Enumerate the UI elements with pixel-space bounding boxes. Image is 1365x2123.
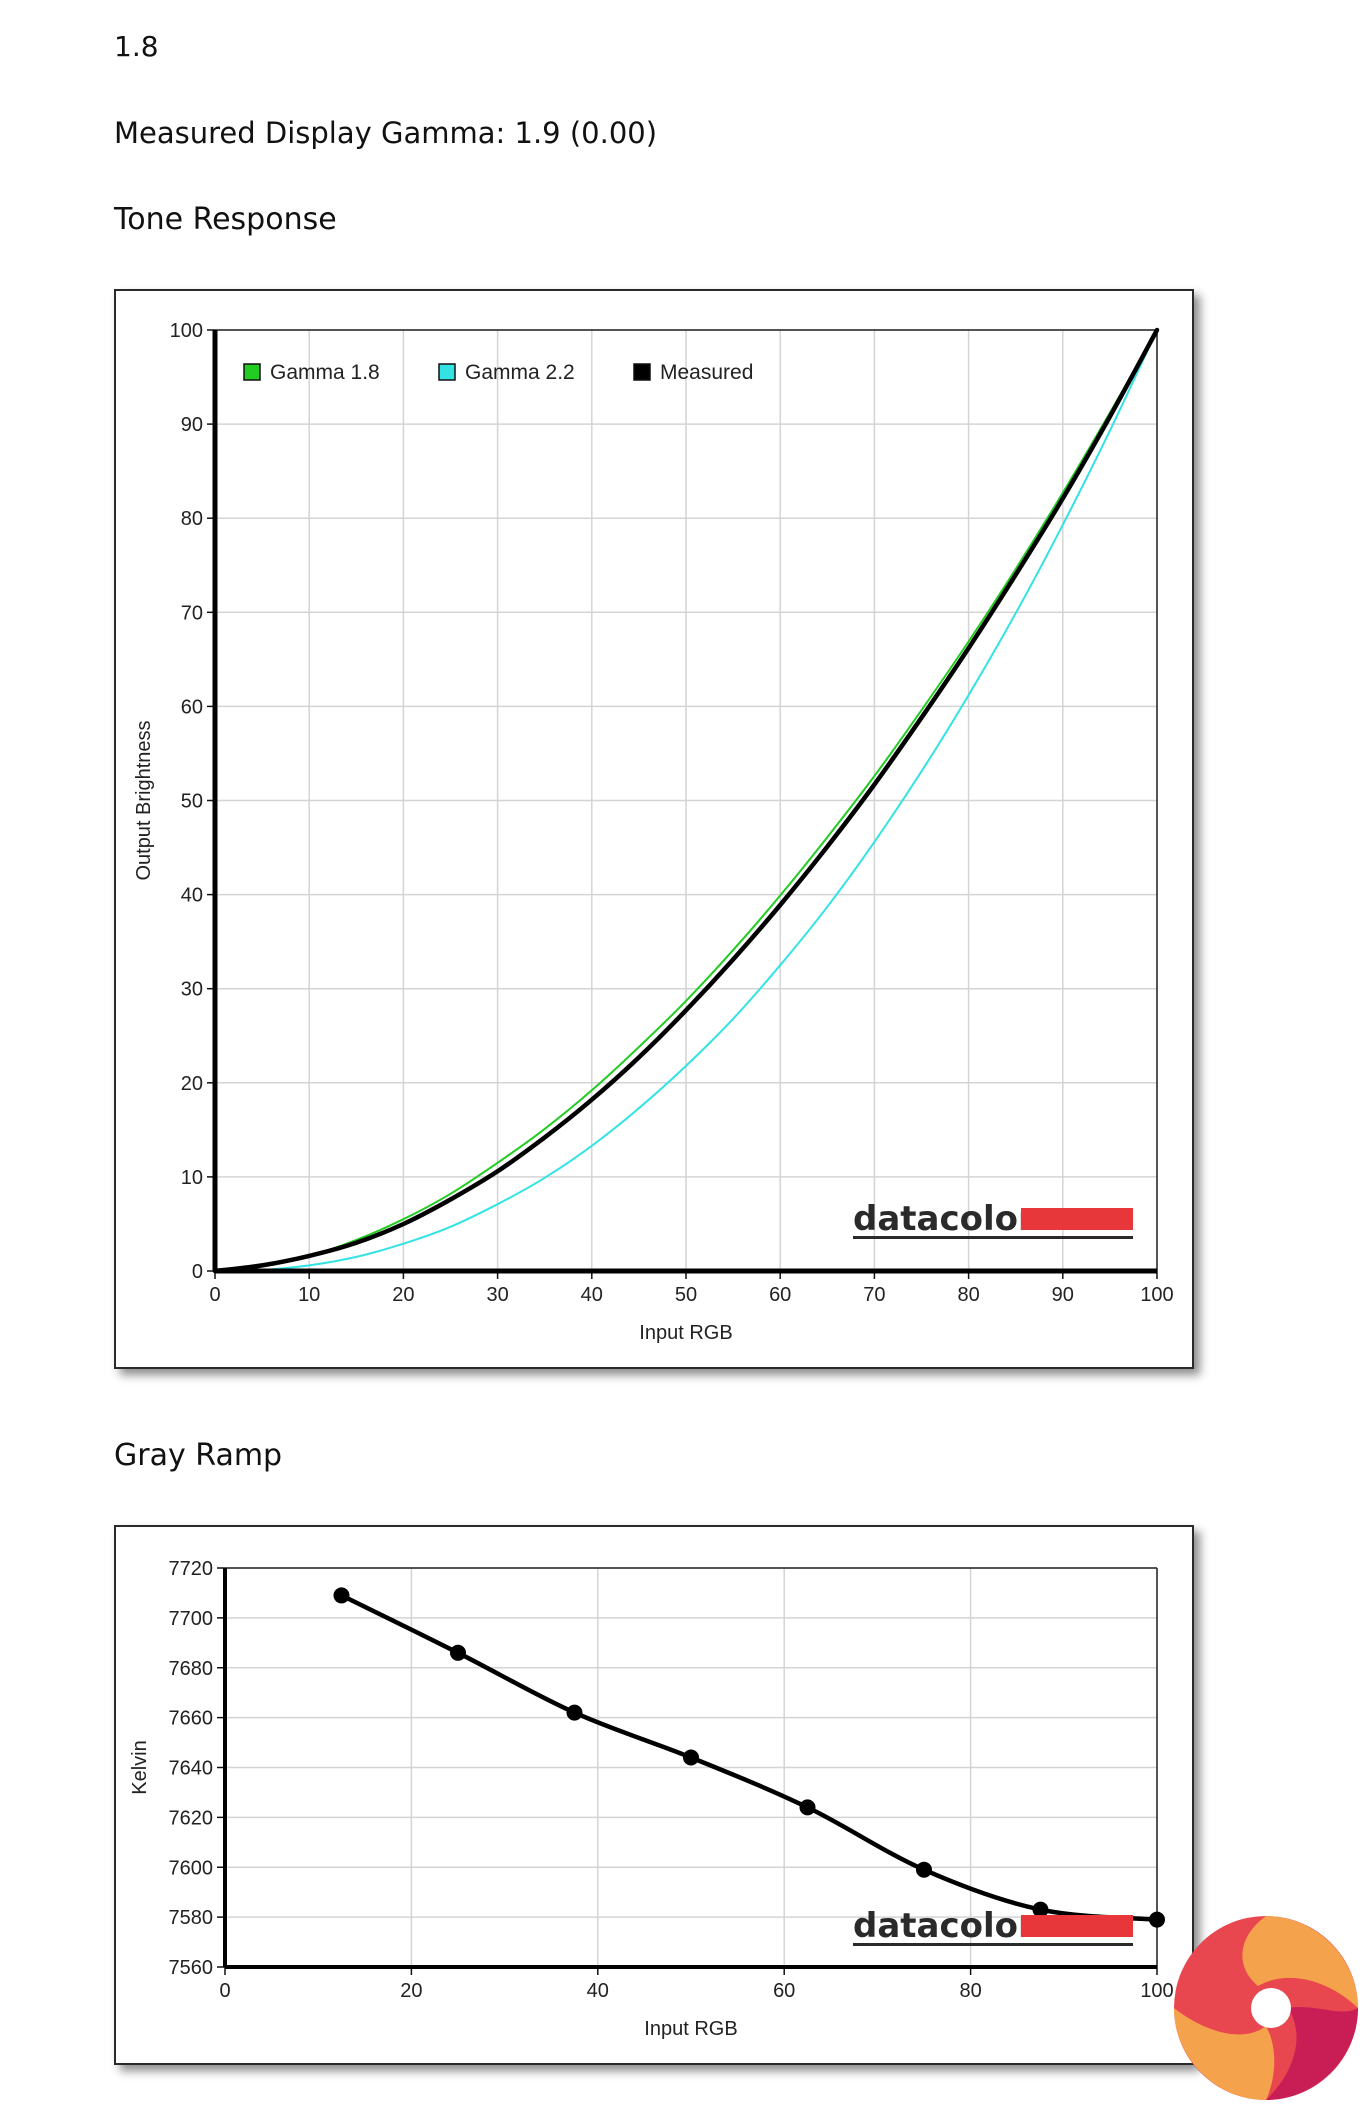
logo-center [1251, 1988, 1291, 2028]
x-tick-label: 70 [863, 1284, 885, 1306]
measured-gamma-label: Measured Display Gamma: 1.9 (0.00) [114, 116, 658, 150]
logo-swirl-right [1266, 2006, 1358, 2100]
x-tick-label: 20 [400, 1980, 422, 2002]
y-tick-label: 40 [181, 885, 203, 907]
x-tick-label: 0 [209, 1284, 220, 1306]
y-tick-label: 70 [181, 602, 203, 624]
x-tick-label: 100 [1140, 1284, 1173, 1306]
data-point [566, 1704, 583, 1721]
gray-ramp-chart: 0 20 40 60 80 100 7560 7580 7600 7620 7640 7660 7680… [129, 1558, 1174, 2040]
legend-swatch [243, 363, 261, 381]
x-tick-label: 40 [581, 1284, 603, 1306]
y-tick-label: 7700 [169, 1608, 214, 1630]
y-tick-label: 20 [181, 1073, 203, 1095]
x-tick-label: 60 [773, 1980, 795, 2002]
series-line [340, 1593, 1158, 1922]
logo-swirl-left [1174, 2008, 1275, 2100]
y-tick-label: 7600 [169, 1857, 214, 1879]
y-tick-label: 7680 [169, 1658, 214, 1680]
y-tick-label: 80 [181, 508, 203, 530]
y-tick-label: 10 [181, 1167, 203, 1189]
y-tick-label: 0 [192, 1261, 203, 1283]
legend-label: Gamma 1.8 [270, 361, 380, 384]
series-line [214, 329, 1158, 1272]
x-tick-label: 10 [298, 1284, 320, 1306]
gray-ramp-chart-panel: 0 20 40 60 80 100 7560 7580 7600 7620 7640 7660 7680… [114, 1525, 1194, 2065]
y-axis-title: Output Brightness [133, 720, 155, 880]
x-tick-label: 60 [769, 1284, 791, 1306]
legend-swatch [633, 363, 651, 381]
y-tick-label: 50 [181, 791, 203, 813]
data-point [333, 1587, 350, 1604]
logo-swirl-top [1242, 1916, 1358, 2008]
y-tick-label: 100 [170, 320, 203, 342]
tone-response-chart-panel: 0 10 20 30 40 50 60 70 80 90 100 0 10 20 30 40 50 60 70 80 9… [114, 289, 1194, 1369]
y-tick-label: 7640 [169, 1758, 214, 1780]
data-point [916, 1861, 932, 1878]
data-point [1149, 1911, 1165, 1928]
datacolor-brand-text: datacolor [853, 1199, 1035, 1239]
data-point [799, 1799, 816, 1816]
gamma-target-label: 1.8 [114, 30, 159, 63]
datacolor-brand-underline [853, 1943, 1133, 1946]
x-axis-title: Input RGB [639, 1322, 732, 1344]
datacolor-brand-bar [1021, 1208, 1133, 1230]
data-point [683, 1749, 699, 1766]
y-tick-label: 30 [181, 979, 203, 1001]
tone-response-heading: Tone Response [114, 202, 337, 237]
data-point [1032, 1901, 1049, 1918]
x-tick-label: 20 [392, 1284, 414, 1306]
x-tick-label: 40 [587, 1980, 609, 2002]
x-tick-label: 0 [219, 1980, 230, 2002]
x-tick-label: 80 [959, 1980, 981, 2002]
x-tick-label: 100 [1140, 1980, 1173, 2002]
y-tick-label: 7560 [169, 1957, 214, 1979]
legend-label: Gamma 2.2 [465, 361, 575, 384]
x-tick-label: 90 [1052, 1284, 1074, 1306]
gray-ramp-heading: Gray Ramp [114, 1438, 283, 1473]
swirl-logo-icon [1174, 1916, 1358, 2100]
y-tick-label: 7580 [169, 1907, 214, 1929]
legend-swatch [438, 363, 456, 381]
datacolor-brand-text: datacolor [853, 1906, 1035, 1946]
legend-label: Measured [660, 361, 753, 384]
y-tick-label: 90 [181, 414, 203, 436]
x-axis-title: Input RGB [644, 2018, 737, 2040]
y-tick-label: 7720 [169, 1558, 214, 1580]
series-line [214, 329, 1158, 1272]
series-line [212, 327, 1160, 1274]
x-tick-label: 30 [486, 1284, 508, 1306]
y-tick-label: 60 [181, 696, 203, 718]
x-tick-label: 50 [675, 1284, 697, 1306]
datacolor-brand-bar [1021, 1915, 1133, 1937]
data-point [450, 1644, 466, 1661]
datacolor-brand-underline [853, 1236, 1133, 1239]
y-tick-label: 7660 [169, 1708, 214, 1730]
tone-response-chart: 0 10 20 30 40 50 60 70 80 90 100 0 10 20 30 40 50 60 70 80 9… [133, 320, 1174, 1344]
y-tick-label: 7620 [169, 1807, 214, 1829]
x-tick-label: 80 [957, 1284, 979, 1306]
y-axis-title: Kelvin [129, 1740, 151, 1794]
